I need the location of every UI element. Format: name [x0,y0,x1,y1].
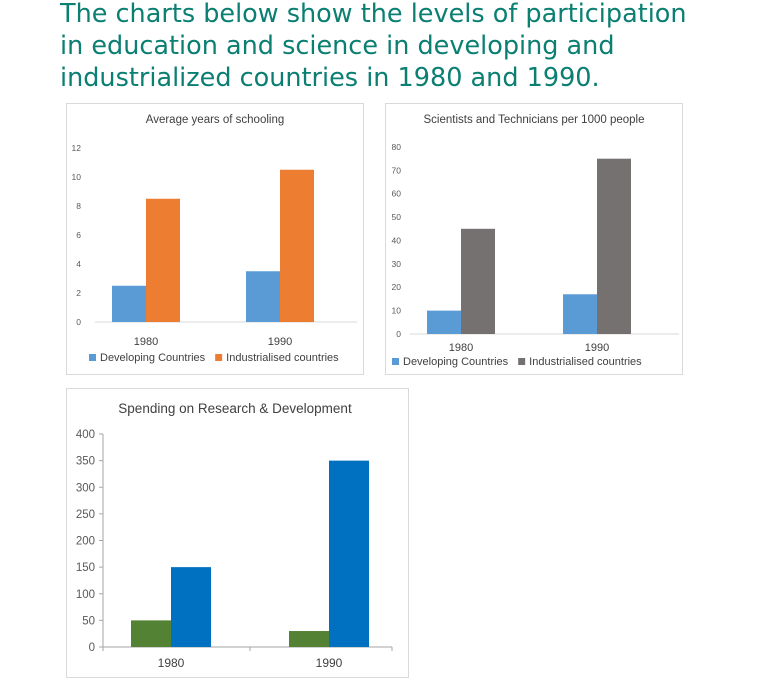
x-category-label: 1990 [316,656,343,670]
page-heading: The charts below show the levels of part… [60,0,760,94]
bar-scientists-s1-1990 [597,158,631,334]
y-tick-label: 20 [392,282,402,292]
y-tick-label: 0 [89,642,95,654]
y-tick-label: 0 [76,317,81,327]
y-tick-label: 40 [392,235,402,245]
bar-scientists-s0-1990 [563,294,597,334]
y-tick-label: 80 [392,142,402,152]
y-tick-label: 150 [76,562,95,574]
bar-schooling-s1-1990 [280,169,314,322]
y-tick-label: 70 [392,165,402,175]
legend-label: Developing Countries [100,352,206,364]
legend-swatch [215,354,223,361]
chart-title: Scientists and Technicians per 1000 peop… [424,114,645,126]
y-tick-label: 6 [76,230,81,240]
chart-title: Spending on Research & Development [118,401,352,416]
schooling-chart: Average years of schooling 0 2 4 6 8 10 12 1980 1… [72,114,357,364]
schooling-chart-panel: Average years of schooling 0 2 4 6 8 10 12 1980 1… [66,103,364,375]
y-tick-label: 30 [392,259,402,269]
x-category-label: 1980 [134,336,158,348]
x-category-label: 1990 [585,342,609,354]
scientists-chart: Scientists and Technicians per 1000 peop… [392,114,679,368]
bar-schooling-s0-1990 [246,271,280,322]
y-tick-label: 4 [76,259,81,269]
y-tick-label: 2 [76,288,81,298]
bar-spending-s0-1990 [289,631,329,647]
y-tick-label: 8 [76,201,81,211]
chart-title: Average years of schooling [146,114,285,126]
bar-scientists-s1-1980 [461,228,495,334]
bar-schooling-s1-1980 [146,198,180,322]
x-category-label: 1980 [449,342,473,354]
y-tick-label: 60 [392,189,402,199]
y-tick-label: 50 [392,212,402,222]
heading-line: The charts below show the levels of part… [60,0,687,29]
y-tick-label: 350 [76,456,95,468]
legend-swatch [518,358,526,365]
legend-label: Developing Countries [403,356,509,368]
bar-spending-s1-1990 [329,460,369,647]
x-category-label: 1990 [268,336,292,348]
heading-line: in education and science in developing a… [60,31,615,61]
bar-spending-s1-1980 [171,567,211,647]
y-tick-label: 10 [72,172,82,182]
bar-spending-s0-1980 [131,620,171,647]
y-tick-label: 300 [76,482,95,494]
legend-swatch [392,358,399,365]
legend-swatch [89,354,96,361]
scientists-chart-panel: Scientists and Technicians per 1000 peop… [385,103,683,375]
y-tick-label: 400 [76,429,95,441]
spending-chart: Spending on Research & Development 0 50 100… [76,401,393,670]
y-tick-label: 100 [76,589,95,601]
legend-label: Industrialised countries [226,352,339,364]
bar-schooling-s0-1980 [112,285,146,322]
y-tick-label: 10 [392,306,402,316]
y-tick-label: 200 [76,536,95,548]
bar-scientists-s0-1980 [427,310,461,334]
legend-label: Industrialised countries [529,356,642,368]
spending-chart-panel: Spending on Research & Development 0 50 100… [66,388,409,678]
x-category-label: 1980 [158,656,185,670]
y-tick-label: 250 [76,509,95,521]
y-tick-label: 50 [82,615,95,627]
y-tick-label: 12 [72,143,82,153]
y-tick-label: 0 [396,329,401,339]
heading-line: industrialized countries in 1980 and 199… [60,63,600,93]
